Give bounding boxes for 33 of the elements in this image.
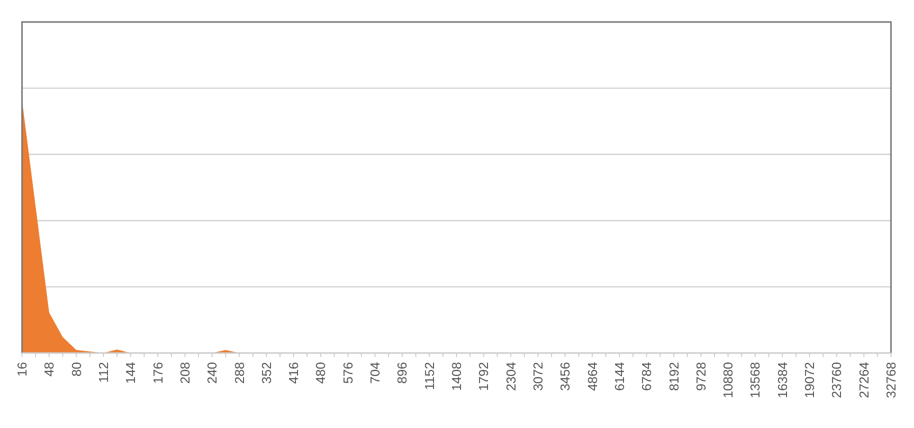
x-tick-label: 1408 (449, 362, 464, 391)
x-tick-label: 416 (286, 362, 302, 384)
x-tick-label: 576 (340, 362, 356, 384)
x-tick-label: 288 (232, 362, 247, 384)
x-tick-label: 480 (313, 362, 328, 384)
x-tick-label: 80 (68, 362, 84, 376)
x-tick-label: 8192 (666, 362, 682, 391)
x-tick-label: 3456 (558, 362, 573, 391)
x-tick-label: 144 (123, 362, 138, 384)
x-tick-label: 6144 (612, 362, 627, 391)
x-tick-label: 3072 (530, 362, 546, 391)
x-tick-label: 9728 (693, 362, 708, 391)
x-tick-label: 16384 (774, 362, 790, 398)
x-tick-label: 27264 (856, 362, 872, 398)
x-tick-label: 23760 (829, 362, 844, 398)
x-tick-label: 896 (394, 362, 410, 384)
x-tick-label: 16 (14, 362, 30, 376)
x-tick-label: 1152 (422, 362, 437, 390)
x-tick-label: 352 (258, 362, 274, 384)
x-tick-label: 32768 (884, 362, 898, 398)
x-tick-label: 48 (42, 362, 57, 376)
x-tick-label: 13568 (748, 362, 763, 398)
x-tick-label: 19072 (802, 362, 818, 398)
x-tick-label: 176 (150, 362, 166, 384)
x-tick-label: 2304 (503, 362, 518, 391)
x-tick-label: 704 (368, 362, 383, 384)
x-tick-label: 208 (177, 362, 192, 384)
x-tick-label: 10880 (720, 362, 736, 398)
x-tick-label: 112 (96, 362, 111, 383)
x-tick-label: 6784 (639, 362, 654, 391)
x-tick-label: 4864 (584, 362, 600, 391)
x-tick-label: 240 (204, 362, 220, 384)
x-tick-label: 1792 (476, 362, 492, 391)
